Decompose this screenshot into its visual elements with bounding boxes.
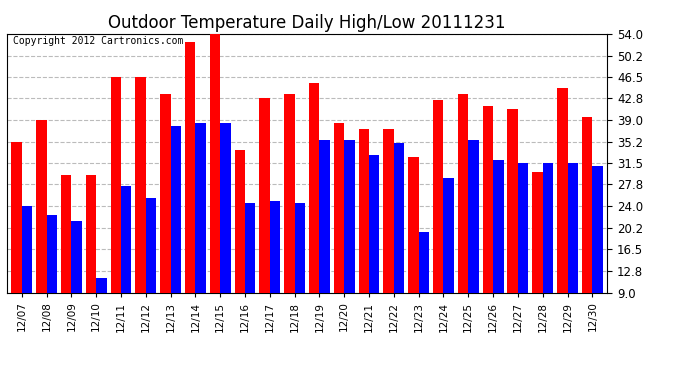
Bar	[309, 82, 319, 344]
Bar	[518, 163, 529, 344]
Bar	[259, 98, 270, 344]
Bar	[592, 166, 603, 344]
Bar	[532, 172, 543, 344]
Title: Outdoor Temperature Daily High/Low 20111231: Outdoor Temperature Daily High/Low 20111…	[108, 14, 506, 32]
Bar	[121, 186, 131, 344]
Bar	[295, 203, 305, 344]
Bar	[507, 108, 518, 344]
Bar	[270, 201, 280, 344]
Bar	[86, 175, 96, 344]
Bar	[170, 126, 181, 344]
Bar	[235, 150, 245, 344]
Bar	[47, 215, 57, 344]
Bar	[483, 106, 493, 344]
Bar	[36, 120, 47, 344]
Bar	[220, 123, 230, 344]
Bar	[582, 117, 592, 344]
Bar	[384, 129, 394, 344]
Bar	[493, 160, 504, 344]
Bar	[458, 94, 469, 344]
Bar	[61, 175, 71, 344]
Bar	[96, 278, 107, 344]
Text: Copyright 2012 Cartronics.com: Copyright 2012 Cartronics.com	[13, 36, 184, 46]
Bar	[369, 154, 380, 344]
Bar	[245, 203, 255, 344]
Bar	[433, 100, 444, 344]
Bar	[334, 123, 344, 344]
Bar	[567, 163, 578, 344]
Bar	[146, 198, 156, 344]
Bar	[110, 77, 121, 344]
Bar	[11, 142, 22, 344]
Bar	[557, 88, 567, 344]
Bar	[185, 42, 195, 344]
Bar	[444, 177, 454, 344]
Bar	[71, 220, 82, 344]
Bar	[359, 129, 369, 344]
Bar	[408, 158, 419, 344]
Bar	[160, 94, 170, 344]
Bar	[22, 206, 32, 344]
Bar	[394, 143, 404, 344]
Bar	[135, 77, 146, 344]
Bar	[210, 34, 220, 344]
Bar	[419, 232, 429, 344]
Bar	[469, 140, 479, 344]
Bar	[319, 140, 330, 344]
Bar	[284, 94, 295, 344]
Bar	[543, 163, 553, 344]
Bar	[195, 123, 206, 344]
Bar	[344, 140, 355, 344]
